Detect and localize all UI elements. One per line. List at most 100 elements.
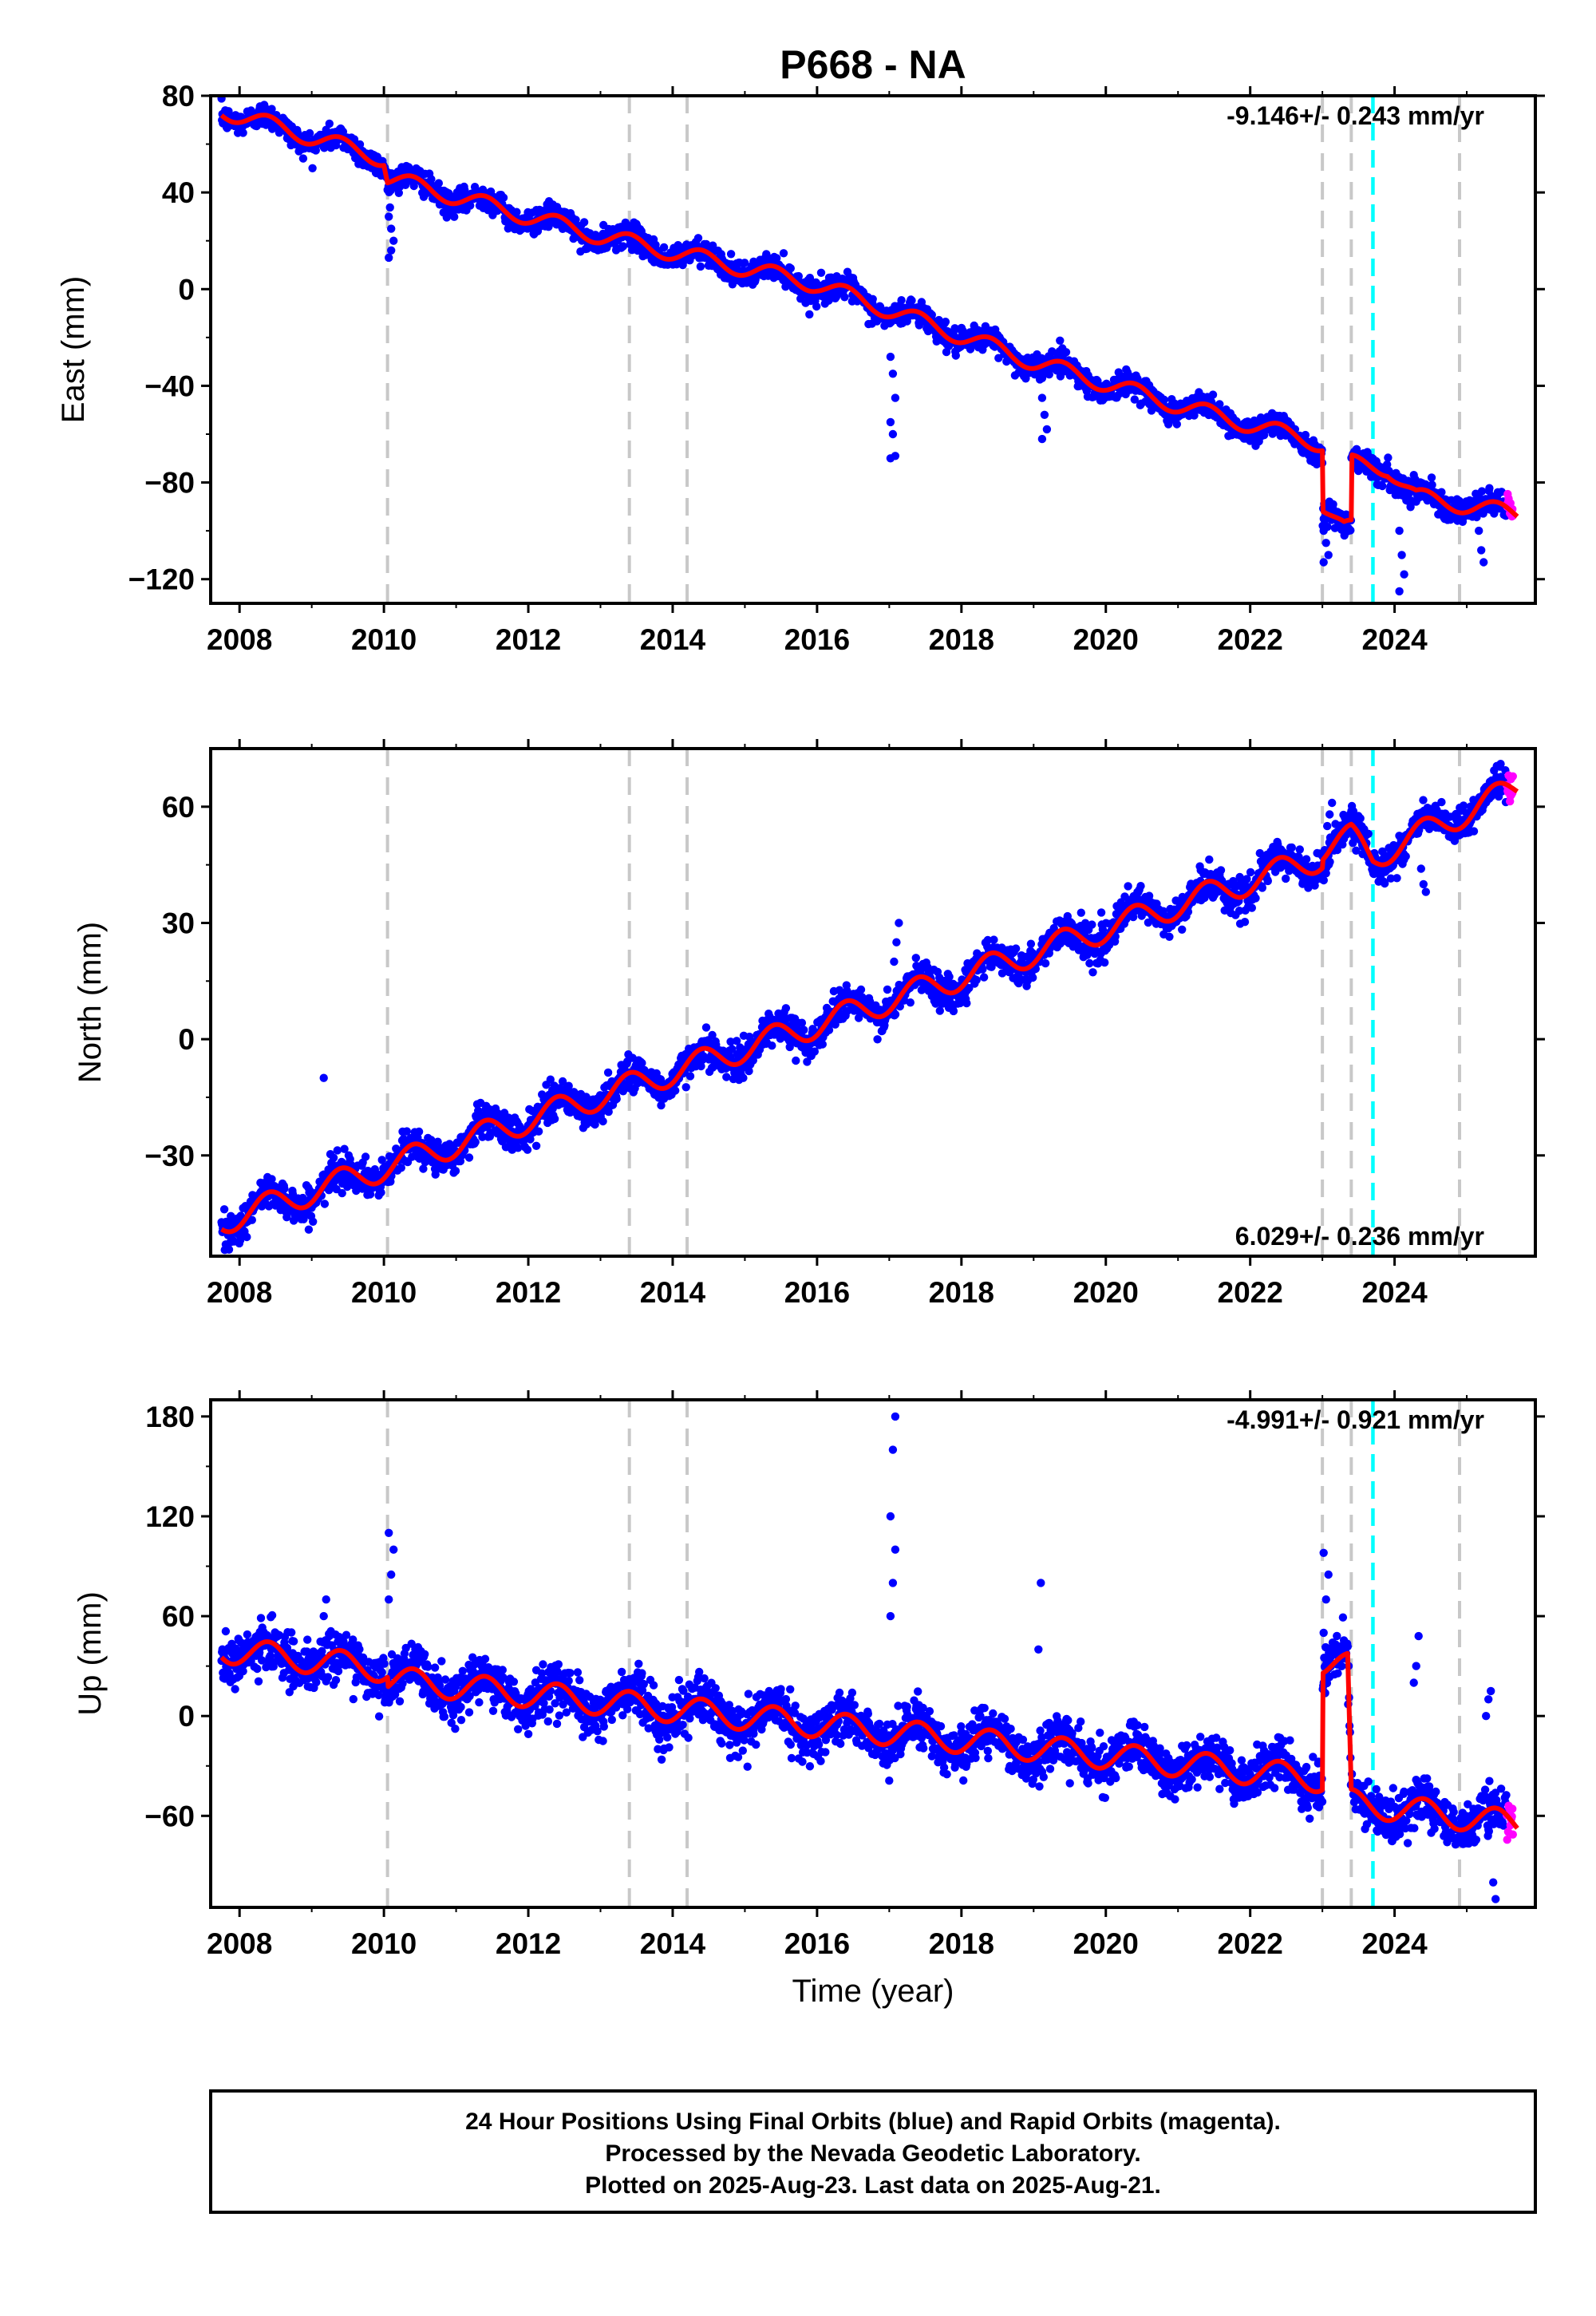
- east-final-orbit-point: [812, 302, 821, 311]
- east-x-tick-label: 2010: [351, 623, 417, 656]
- north-final-orbit-point: [768, 1041, 776, 1050]
- east-outlier-point: [886, 454, 895, 463]
- north-final-orbit-point: [701, 1023, 711, 1032]
- east-final-orbit-point: [434, 179, 443, 188]
- east-outlier-point: [888, 370, 898, 378]
- east-y-tick-label: −80: [144, 467, 195, 500]
- east-final-orbit-point: [1061, 348, 1071, 357]
- north-final-orbit-point: [523, 1145, 532, 1154]
- east-final-orbit-point: [579, 218, 589, 227]
- north-final-orbit-point: [550, 1114, 559, 1124]
- east-x-tick-label: 2022: [1218, 623, 1283, 656]
- north-final-orbit-point: [962, 998, 971, 1008]
- east-outlier-point: [1319, 526, 1328, 536]
- north-final-orbit-point: [685, 1072, 695, 1081]
- east-x-tick-label: 2014: [640, 623, 706, 656]
- north-final-orbit-point: [781, 1004, 791, 1013]
- east-final-orbit-point: [941, 318, 950, 326]
- east-outlier-point: [886, 417, 895, 427]
- east-y-tick-label: 80: [162, 80, 195, 113]
- north-final-orbit-point: [219, 1205, 229, 1214]
- north-final-orbit-point: [671, 1086, 680, 1095]
- north-final-orbit-point: [1088, 968, 1097, 977]
- east-final-orbit-point: [726, 250, 736, 259]
- east-final-orbit-point: [512, 207, 521, 216]
- east-outlier-point: [1395, 526, 1404, 536]
- north-final-orbit-point: [1026, 939, 1036, 948]
- east-x-tick-label: 2020: [1073, 623, 1139, 656]
- east-final-orbit-point: [897, 296, 906, 305]
- north-final-orbit-point: [329, 1153, 338, 1163]
- north-plot-area: [217, 749, 1519, 1256]
- east-final-orbit-point: [1428, 480, 1436, 489]
- east-x-tick-label: 2018: [929, 623, 994, 656]
- north-final-orbit-point: [1178, 925, 1187, 935]
- north-final-orbit-point: [333, 1146, 342, 1155]
- east-final-orbit-point: [217, 96, 226, 103]
- east-final-orbit-point: [308, 164, 317, 172]
- north-final-orbit-point: [1124, 882, 1132, 891]
- east-final-orbit-point: [659, 243, 669, 252]
- east-outlier-point: [1395, 587, 1404, 596]
- east-outlier-point: [886, 352, 895, 362]
- east-final-orbit-point: [450, 212, 459, 221]
- north-final-orbit-point: [945, 972, 954, 982]
- east-final-orbit-point: [1172, 420, 1182, 429]
- east-outlier-point: [1037, 434, 1047, 444]
- east-final-orbit-point: [1215, 400, 1224, 409]
- east-outlier-point: [888, 429, 898, 439]
- north-final-orbit-point: [243, 1232, 251, 1242]
- east-final-orbit-point: [696, 262, 705, 271]
- north-final-orbit-point: [1100, 958, 1109, 967]
- east-final-orbit-point: [951, 351, 961, 360]
- north-final-orbit-point: [873, 1035, 882, 1044]
- north-final-orbit-point: [1088, 920, 1096, 929]
- north-final-orbit-point: [883, 985, 892, 994]
- north-final-orbit-point: [949, 1006, 958, 1016]
- east-final-orbit-point: [1437, 488, 1446, 496]
- east-outlier-point: [1321, 539, 1330, 547]
- north-final-orbit-point: [414, 1127, 424, 1136]
- north-final-orbit-point: [1096, 908, 1106, 917]
- north-final-orbit-point: [612, 1094, 621, 1104]
- east-final-orbit-point: [571, 215, 580, 224]
- east-final-orbit-point: [1477, 487, 1487, 496]
- east-final-orbit-point: [805, 310, 814, 319]
- north-final-orbit-point: [280, 1184, 289, 1193]
- north-final-orbit-point: [681, 1083, 690, 1092]
- east-final-orbit-point: [1159, 395, 1169, 405]
- north-final-orbit-point: [304, 1225, 314, 1234]
- east-outlier-point: [389, 236, 398, 245]
- east-outlier-point: [1397, 551, 1406, 559]
- east-y-tick-label: 0: [178, 273, 195, 306]
- north-final-orbit-point: [792, 1056, 800, 1065]
- north-final-orbit-point: [1041, 958, 1050, 968]
- east-outlier-point: [387, 224, 396, 233]
- east-y-axis-label: East (mm): [56, 276, 91, 423]
- north-final-orbit-point: [361, 1152, 370, 1161]
- north-final-orbit-point: [534, 1127, 543, 1136]
- east-outlier-point: [1400, 570, 1408, 579]
- north-final-orbit-point: [320, 1199, 330, 1208]
- north-final-orbit-point: [471, 1137, 480, 1147]
- east-outlier-point: [1477, 546, 1486, 555]
- east-final-orbit-point: [1301, 430, 1310, 440]
- east-y-tick-label: −40: [144, 370, 195, 402]
- east-final-orbit-point: [1383, 460, 1392, 469]
- east-final-orbit-point: [466, 201, 475, 210]
- east-final-orbit-point: [394, 188, 403, 197]
- east-outlier-point: [385, 212, 393, 221]
- north-final-orbit-point: [739, 1073, 748, 1082]
- east-final-orbit-point: [1485, 484, 1494, 492]
- east-final-orbit-point: [772, 254, 781, 263]
- east-final-orbit-point: [786, 264, 795, 273]
- east-y-tick-label: −120: [128, 563, 195, 596]
- north-final-orbit-point: [906, 998, 915, 1007]
- north-final-orbit-point: [224, 1245, 234, 1255]
- east-final-orbit-point: [305, 128, 314, 138]
- north-final-orbit-point: [1029, 973, 1037, 982]
- east-final-orbit-point: [298, 154, 308, 163]
- east-final-orbit-point: [693, 234, 703, 243]
- east-outlier-point: [385, 253, 393, 263]
- north-final-orbit-point: [856, 985, 866, 994]
